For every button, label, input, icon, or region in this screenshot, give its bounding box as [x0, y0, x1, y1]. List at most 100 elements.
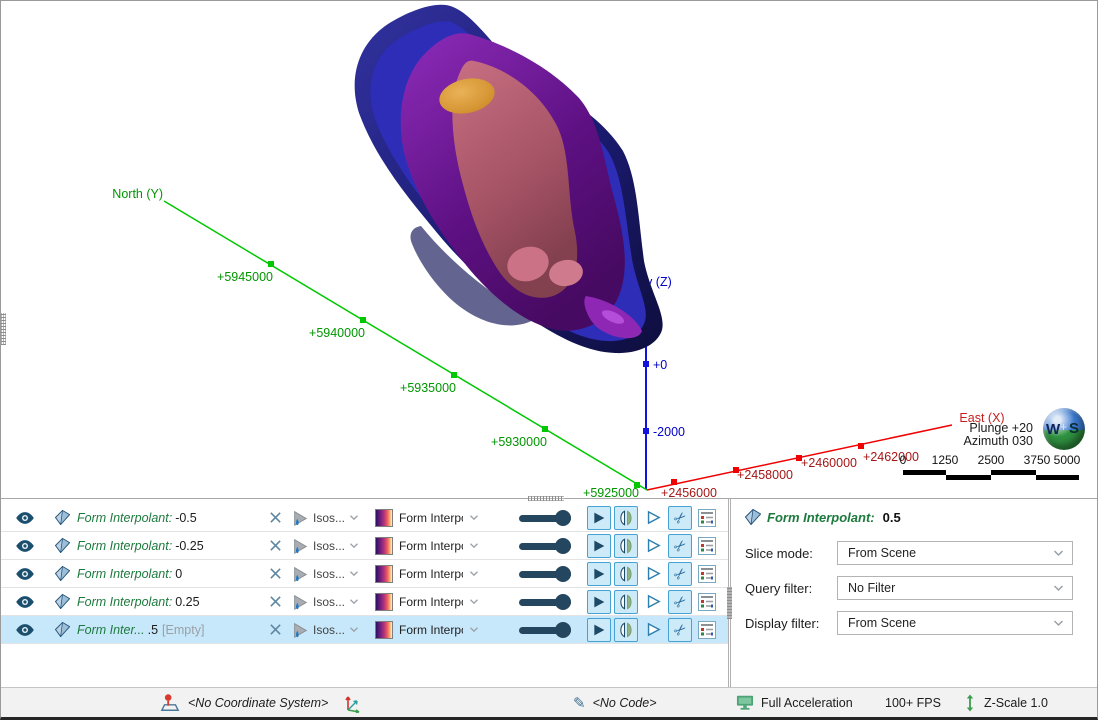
colormap-dropdown[interactable]: Form Interpo...: [375, 592, 491, 611]
flip-faces-icon: [620, 621, 632, 638]
slider-knob[interactable]: [555, 565, 571, 582]
outline-button[interactable]: [641, 590, 665, 614]
outline-button[interactable]: [641, 534, 665, 558]
remove-shape-button[interactable]: [259, 539, 291, 552]
slice-button[interactable]: ✂: [668, 533, 692, 558]
flip-faces-button[interactable]: [614, 561, 638, 586]
outline-button[interactable]: [641, 562, 665, 586]
remove-shape-button[interactable]: [259, 595, 291, 608]
legend-button[interactable]: [695, 618, 719, 642]
shape-name: Form Interpolant: -0.25: [77, 538, 204, 553]
visibility-eye-icon[interactable]: [1, 567, 49, 581]
opacity-slider[interactable]: [491, 560, 587, 588]
scene-splitter-grip[interactable]: [1, 313, 6, 345]
legend-button[interactable]: [695, 506, 719, 530]
scissors-icon: ✂: [669, 563, 691, 585]
legend-button[interactable]: [695, 534, 719, 558]
vertical-splitter-grip[interactable]: [727, 587, 732, 619]
render-type-dropdown[interactable]: Isos...: [291, 509, 375, 527]
show-faces-button[interactable]: [587, 561, 611, 586]
z-scale-label: Z-Scale 1.0: [984, 695, 1048, 710]
svg-text:+5935000: +5935000: [400, 381, 456, 395]
scene-3d-viewport[interactable]: Elev (Z) +0 -2000: [1, 1, 1097, 498]
display-filter-dropdown[interactable]: From Scene: [837, 611, 1073, 635]
svg-text:East (X): East (X): [959, 411, 1004, 425]
opacity-slider[interactable]: [491, 588, 587, 616]
isosurface-orange-core: [439, 78, 495, 114]
edit-axes-icon[interactable]: [343, 693, 363, 713]
colormap-dropdown[interactable]: Form Interpo...: [375, 620, 491, 639]
render-type-dropdown[interactable]: Isos...: [291, 565, 375, 583]
scale-tick-label: 1250: [931, 453, 959, 467]
render-type-dropdown[interactable]: Isos...: [291, 593, 375, 611]
compass-ball[interactable]: W + S: [1043, 408, 1085, 450]
shape-list-row[interactable]: Form Interpolant: -0.5 Isos... Form Inter…: [1, 504, 728, 532]
legend-button[interactable]: [695, 562, 719, 586]
flip-faces-button[interactable]: [614, 617, 638, 642]
outline-button[interactable]: [641, 618, 665, 642]
acceleration-status[interactable]: Full Acceleration: [736, 688, 853, 717]
legend-button[interactable]: [695, 590, 719, 614]
visibility-eye-icon[interactable]: [1, 539, 49, 553]
query-filter-dropdown[interactable]: No Filter: [837, 576, 1073, 600]
chevron-down-icon: [350, 543, 358, 549]
render-type-dropdown[interactable]: Isos...: [291, 621, 375, 639]
scale-bar-segment: [903, 470, 946, 475]
filled-triangle-icon: [594, 540, 605, 551]
opacity-slider[interactable]: [491, 616, 587, 644]
shape-list-panel: Form Interpolant: -0.5 Isos... Form Inter…: [1, 499, 732, 687]
slider-knob[interactable]: [555, 537, 571, 554]
show-faces-button[interactable]: [587, 617, 611, 642]
remove-shape-button[interactable]: [259, 623, 291, 636]
visibility-eye-icon[interactable]: [1, 511, 49, 525]
row-actions: ✂: [587, 561, 719, 586]
slider-knob[interactable]: [555, 509, 571, 526]
colormap-swatch: [375, 564, 393, 583]
shape-list-row[interactable]: Form Interpolant:0 Isos... Form Interpo.…: [1, 560, 728, 588]
shape-list-row[interactable]: Form Interpolant: 0.25 Isos... Form Inter…: [1, 588, 728, 616]
coordinate-system-status[interactable]: <No Coordinate System>: [159, 688, 363, 717]
show-faces-button[interactable]: [587, 505, 611, 530]
outline-button[interactable]: [641, 506, 665, 530]
opacity-slider[interactable]: [491, 504, 587, 532]
isosurface-blob[interactable]: [354, 4, 663, 354]
svg-text:-2000: -2000: [653, 425, 685, 439]
slice-button[interactable]: ✂: [668, 505, 692, 530]
scale-bar: 0 1250 2500 3750 5000: [899, 453, 1081, 483]
render-type-dropdown[interactable]: Isos...: [291, 537, 375, 555]
colormap-dropdown[interactable]: Form Interpo...: [375, 508, 491, 527]
chevron-down-icon: [350, 599, 358, 605]
slice-button[interactable]: ✂: [668, 617, 692, 642]
code-status[interactable]: ✎ <No Code>: [573, 688, 657, 717]
legend-list-icon: [698, 592, 716, 611]
code-label: <No Code>: [592, 695, 657, 710]
shape-list-row[interactable]: Form Interpolant: -0.25 Isos... Form Inte…: [1, 532, 728, 560]
remove-shape-button[interactable]: [259, 567, 291, 580]
horizontal-splitter-grip[interactable]: [528, 496, 564, 501]
isosurface-pink-lobe: [549, 259, 583, 287]
show-faces-button[interactable]: [587, 589, 611, 614]
isosurface-cone-icon: [294, 538, 308, 554]
slice-button[interactable]: ✂: [668, 589, 692, 614]
filled-triangle-icon: [594, 596, 605, 607]
visibility-eye-icon[interactable]: [1, 623, 49, 637]
show-faces-button[interactable]: [587, 533, 611, 558]
slice-button[interactable]: ✂: [668, 561, 692, 586]
outline-triangle-icon: [647, 538, 661, 553]
slider-knob[interactable]: [555, 593, 571, 610]
flip-faces-button[interactable]: [614, 505, 638, 530]
chevron-down-icon: [1053, 550, 1064, 557]
legend-list-icon: [698, 620, 716, 639]
colormap-dropdown[interactable]: Form Interpo...: [375, 564, 491, 583]
shape-list-row-selected[interactable]: Form Inter... .5 [Empty] Isos... Form Inte…: [1, 616, 728, 644]
visibility-eye-icon[interactable]: [1, 595, 49, 609]
slider-knob[interactable]: [555, 621, 571, 638]
colormap-dropdown[interactable]: Form Interpo...: [375, 536, 491, 555]
flip-faces-button[interactable]: [614, 589, 638, 614]
flip-faces-button[interactable]: [614, 533, 638, 558]
shape-name: Form Interpolant: 0: [77, 566, 183, 581]
opacity-slider[interactable]: [491, 532, 587, 560]
remove-shape-button[interactable]: [259, 511, 291, 524]
z-scale-status[interactable]: Z-Scale 1.0: [963, 688, 1048, 717]
slice-mode-dropdown[interactable]: From Scene: [837, 541, 1073, 565]
